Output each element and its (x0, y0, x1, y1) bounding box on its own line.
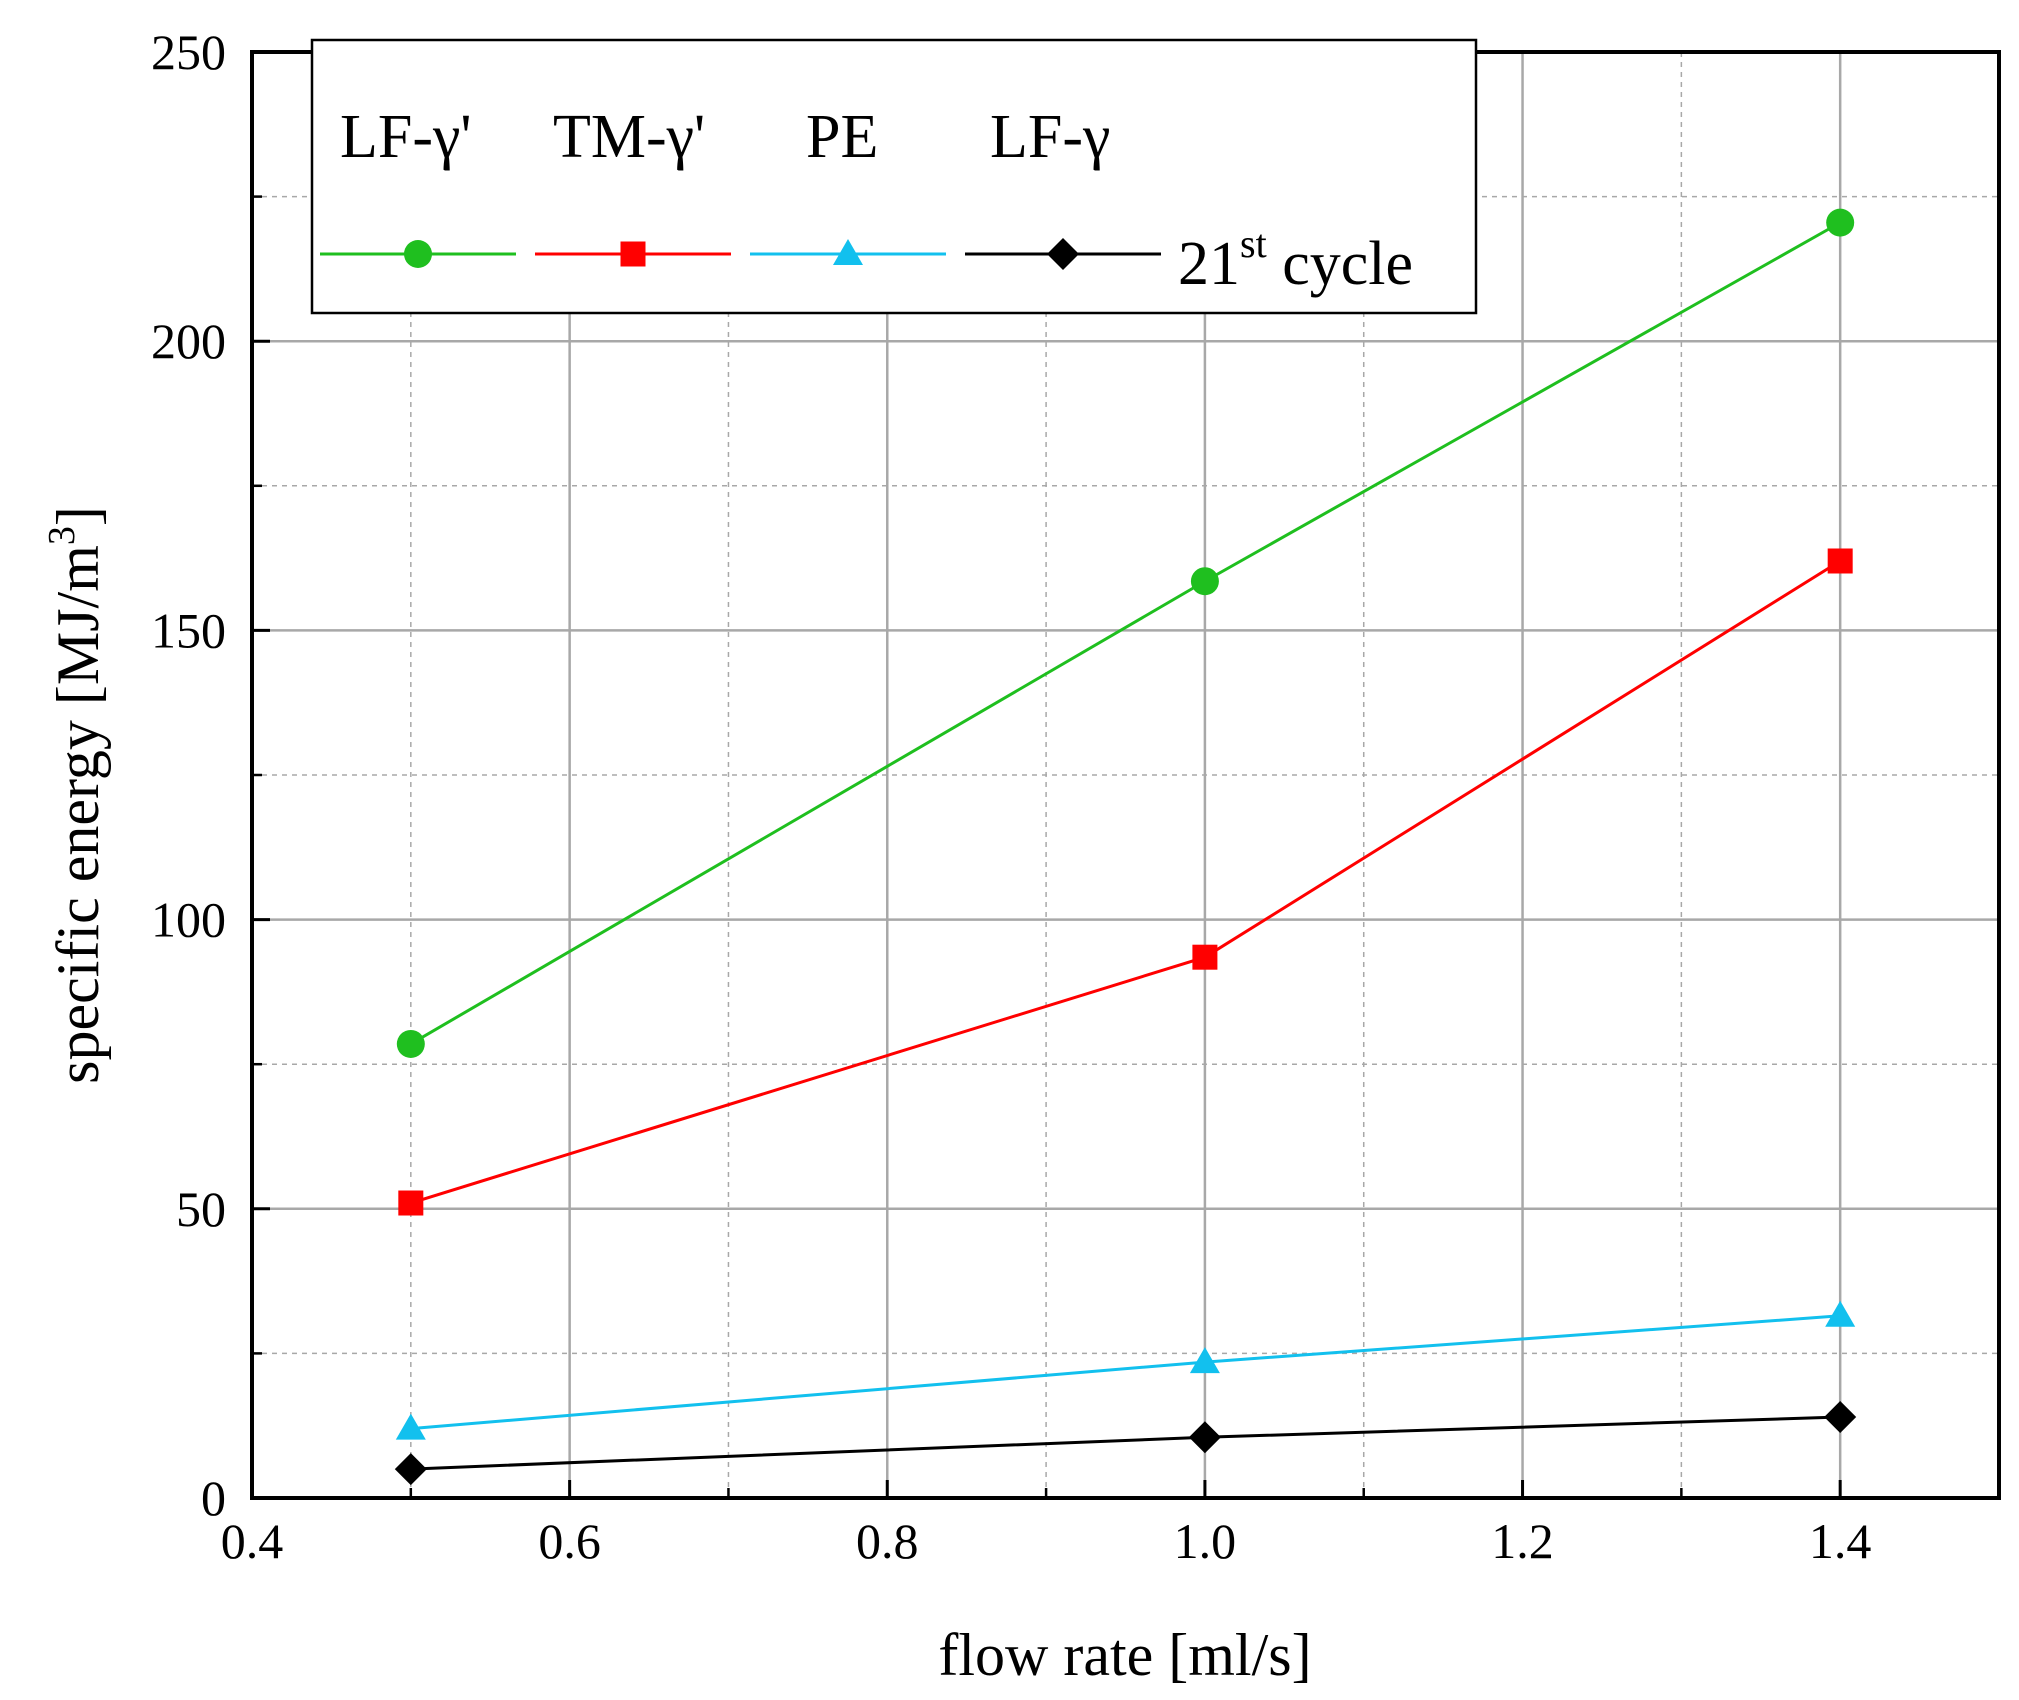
series-2-point-0 (395, 1413, 426, 1440)
y-tick-label-4: 200 (151, 313, 226, 369)
x-tick-label-0: 0.4 (221, 1513, 284, 1569)
legend-sample-marker-0 (404, 240, 432, 268)
x-tick-label-1: 0.6 (538, 1513, 601, 1569)
y-tick-label-1: 50 (176, 1181, 226, 1237)
legend-box (310, 38, 1478, 315)
legend-samples (320, 238, 1161, 270)
series-1-point-0 (398, 1190, 424, 1216)
series-0 (396, 208, 1855, 1058)
axis-ticks: 0.4 0.6 0.8 1.0 1.2 1.4 0 50 100 150 200 250 (151, 24, 2001, 1569)
series-2 (395, 1300, 1856, 1440)
y-axis-title-base: specific energy [MJ/m (45, 545, 111, 1084)
legend-label-1: TM-γ' (553, 103, 705, 171)
y-axis-title-end: ] (45, 506, 111, 526)
y-axis-title: specific energy [MJ/m3] (41, 506, 111, 1084)
series-3-point-2 (1824, 1401, 1857, 1434)
legend-note-base: 21 (1178, 230, 1240, 298)
series-2-point-2 (1825, 1300, 1856, 1327)
legend-label-2: PE (806, 103, 878, 171)
series-3-point-0 (394, 1453, 427, 1486)
legend-note: 21st cycle (1178, 221, 1413, 298)
series-0-point-2 (1826, 208, 1855, 237)
x-tick-label-2: 0.8 (856, 1513, 919, 1569)
x-tick-label-3: 1.0 (1174, 1513, 1237, 1569)
y-tick-label-2: 100 (151, 892, 226, 948)
y-axis-title-sup: 3 (41, 526, 83, 545)
series-1 (398, 548, 1853, 1216)
legend-label-3: LF-γ (990, 103, 1110, 171)
series-2-point-1 (1189, 1347, 1220, 1374)
legend-note-sup: st (1240, 221, 1267, 266)
y-tick-label-3: 150 (151, 602, 226, 658)
x-axis-title: flow rate [ml/s] (938, 1622, 1311, 1688)
legend-sample-marker-2 (833, 239, 863, 265)
legend-note-rest: cycle (1267, 230, 1413, 298)
x-tick-label-5: 1.4 (1809, 1513, 1872, 1569)
series-layer (394, 208, 1857, 1486)
y-tick-label-5: 250 (151, 24, 226, 80)
series-3-point-1 (1188, 1421, 1221, 1454)
legend-sample-marker-3 (1047, 238, 1079, 270)
x-tick-label-4: 1.2 (1491, 1513, 1554, 1569)
series-1-point-1 (1192, 944, 1218, 970)
legend: LF-γ' TM-γ' PE LF-γ 21st cycle (310, 38, 1478, 315)
legend-sample-marker-1 (620, 241, 646, 267)
series-0-point-0 (396, 1029, 425, 1058)
y-tick-label-0: 0 (201, 1470, 226, 1526)
series-3 (394, 1401, 1857, 1486)
series-0-point-1 (1190, 567, 1219, 596)
legend-label-0: LF-γ' (340, 103, 472, 171)
series-1-point-2 (1827, 548, 1853, 574)
